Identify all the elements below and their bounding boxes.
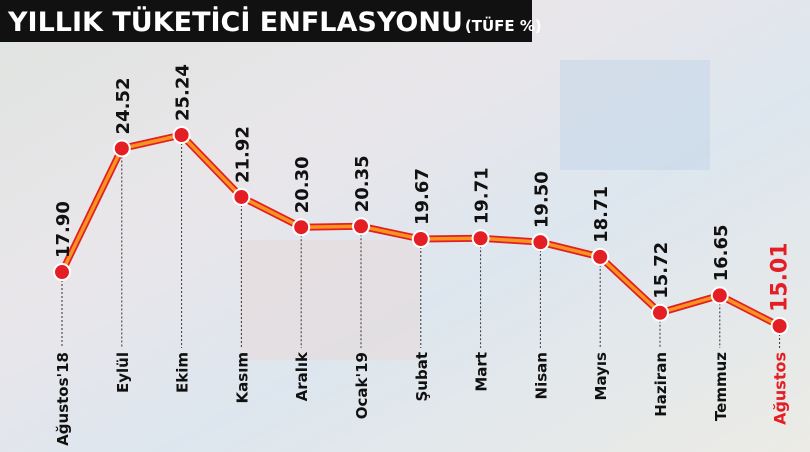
x-tick-label: Ocak'19 bbox=[353, 352, 371, 419]
x-tick-label: Temmuz bbox=[712, 352, 730, 421]
plot: 17.90 Ağustos'18 24.52 Eylül 25.24 Ekim 21.92 K… bbox=[53, 64, 793, 446]
marker bbox=[471, 229, 490, 248]
marker bbox=[591, 247, 610, 266]
marker bbox=[292, 218, 311, 237]
value-label: 20.35 bbox=[352, 155, 373, 212]
value-label: 24.52 bbox=[113, 78, 134, 135]
value-label: 19.71 bbox=[472, 167, 493, 224]
value-label: 25.24 bbox=[173, 64, 194, 121]
x-tick-label: Mayıs bbox=[592, 352, 610, 401]
background-decor bbox=[240, 240, 420, 360]
x-tick-label: Mart bbox=[473, 352, 491, 392]
value-label: 19.50 bbox=[531, 171, 552, 228]
x-tick-label: Aralık bbox=[293, 351, 311, 401]
title-bar bbox=[0, 0, 532, 42]
value-label: 17.90 bbox=[53, 201, 74, 258]
x-tick-label: Haziran bbox=[652, 352, 670, 417]
value-label: 16.65 bbox=[711, 224, 732, 281]
marker bbox=[770, 317, 789, 335]
x-tick-label: Kasım bbox=[233, 352, 251, 403]
marker bbox=[232, 187, 251, 206]
value-label: 18.71 bbox=[591, 186, 612, 243]
x-tick-label: Ağustos'18 bbox=[54, 352, 72, 446]
value-label: 15.72 bbox=[651, 242, 672, 299]
marker bbox=[531, 233, 550, 252]
x-tick-label: Şubat bbox=[413, 352, 431, 402]
marker bbox=[710, 286, 729, 305]
title-text: YILLIK TÜKETİCİ ENFLASYONU bbox=[7, 5, 463, 38]
chart-subtitle: (TÜFE %) bbox=[465, 16, 542, 35]
chart-title: YILLIK TÜKETİCİ ENFLASYONU (TÜFE %) bbox=[7, 5, 542, 38]
value-label: 20.30 bbox=[292, 156, 313, 213]
marker bbox=[112, 139, 131, 158]
x-tick-label: Ağustos bbox=[771, 352, 790, 425]
value-label: 19.67 bbox=[412, 168, 433, 225]
marker bbox=[172, 126, 191, 144]
background-decor bbox=[560, 60, 710, 170]
x-tick-label: Ekim bbox=[174, 352, 192, 393]
x-tick-label: Eylül bbox=[114, 352, 132, 393]
marker bbox=[651, 303, 669, 322]
value-label: 15.01 bbox=[768, 242, 793, 312]
marker bbox=[53, 263, 71, 282]
value-label: 21.92 bbox=[232, 126, 253, 183]
x-tick-label: Nisan bbox=[532, 352, 550, 399]
marker bbox=[411, 229, 430, 248]
marker bbox=[352, 217, 370, 236]
